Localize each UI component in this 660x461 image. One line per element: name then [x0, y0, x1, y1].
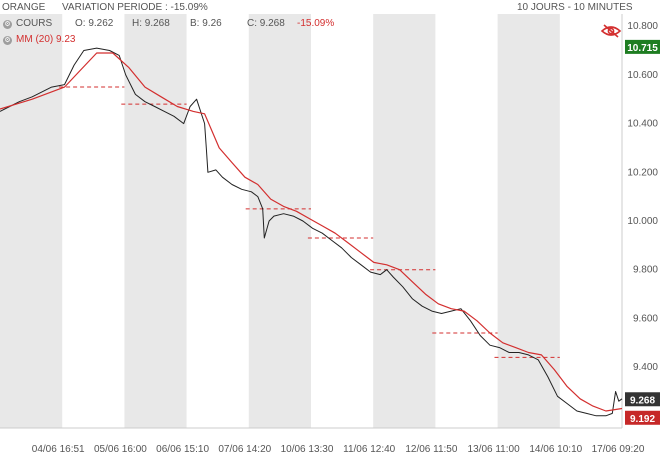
day-band: [248, 14, 311, 428]
x-tick-label: 04/06 16:51: [32, 444, 85, 455]
eye-off-icon[interactable]: [600, 23, 622, 39]
moving-average-line: [0, 52, 623, 412]
x-tick-label: 13/06 11:00: [468, 444, 521, 455]
gear-icon[interactable]: ⚙: [3, 36, 12, 45]
last-price-badge: 9.268: [630, 395, 655, 406]
x-tick-label: 07/06 14:20: [218, 444, 271, 455]
legend-open: O: 9.262: [75, 18, 114, 29]
x-tick-label: 05/06 16:00: [94, 444, 147, 455]
x-tick-label: 14/06 10:10: [529, 444, 582, 455]
legend-low: B: 9.26: [190, 18, 222, 29]
day-band: [0, 14, 63, 428]
y-tick-label: 9.400: [633, 362, 658, 373]
gear-icon[interactable]: ⚙: [3, 20, 12, 29]
y-tick-label: 10.200: [627, 167, 658, 178]
period-selector[interactable]: 10 JOURS - 10 MINUTES: [517, 2, 633, 13]
y-tick-label: 9.600: [633, 313, 658, 324]
legend-high: H: 9.268: [132, 18, 170, 29]
legend-close: C: 9.268: [247, 18, 285, 29]
y-tick-label: 9.800: [633, 265, 658, 276]
x-tick-label: 06/06 15:10: [156, 444, 209, 455]
legend-series-name: COURS: [16, 18, 53, 29]
day-band: [497, 14, 560, 428]
legend-ma-label: MM (20): [16, 34, 54, 45]
x-tick-label: 12/06 11:50: [405, 444, 458, 455]
y-tick-label: 10.600: [627, 70, 658, 81]
last-price-badge-bg: [625, 392, 660, 407]
price-series-line: [0, 47, 623, 417]
x-tick-label: 11/06 12:40: [343, 444, 396, 455]
day-band: [124, 14, 187, 428]
legend-change: -15.09%: [297, 18, 335, 29]
x-tick-label: 10/06 13:30: [281, 444, 334, 455]
low-price-badge-bg: [625, 410, 660, 425]
high-price-badge-bg: [625, 39, 660, 54]
day-band: [373, 14, 436, 428]
low-price-badge: 9.192: [630, 414, 655, 425]
high-price-badge: 10.715: [627, 43, 658, 54]
y-tick-label: 10.000: [627, 216, 658, 227]
period-variation: VARIATION PERIODE : -15.09%: [62, 2, 208, 13]
y-tick-label: 10.400: [627, 119, 658, 130]
legend-ma-value: 9.23: [56, 34, 76, 45]
instrument-name: ORANGE: [2, 2, 46, 13]
y-tick-label: 10.800: [627, 21, 658, 32]
x-tick-label: 17/06 09:20: [592, 444, 645, 455]
